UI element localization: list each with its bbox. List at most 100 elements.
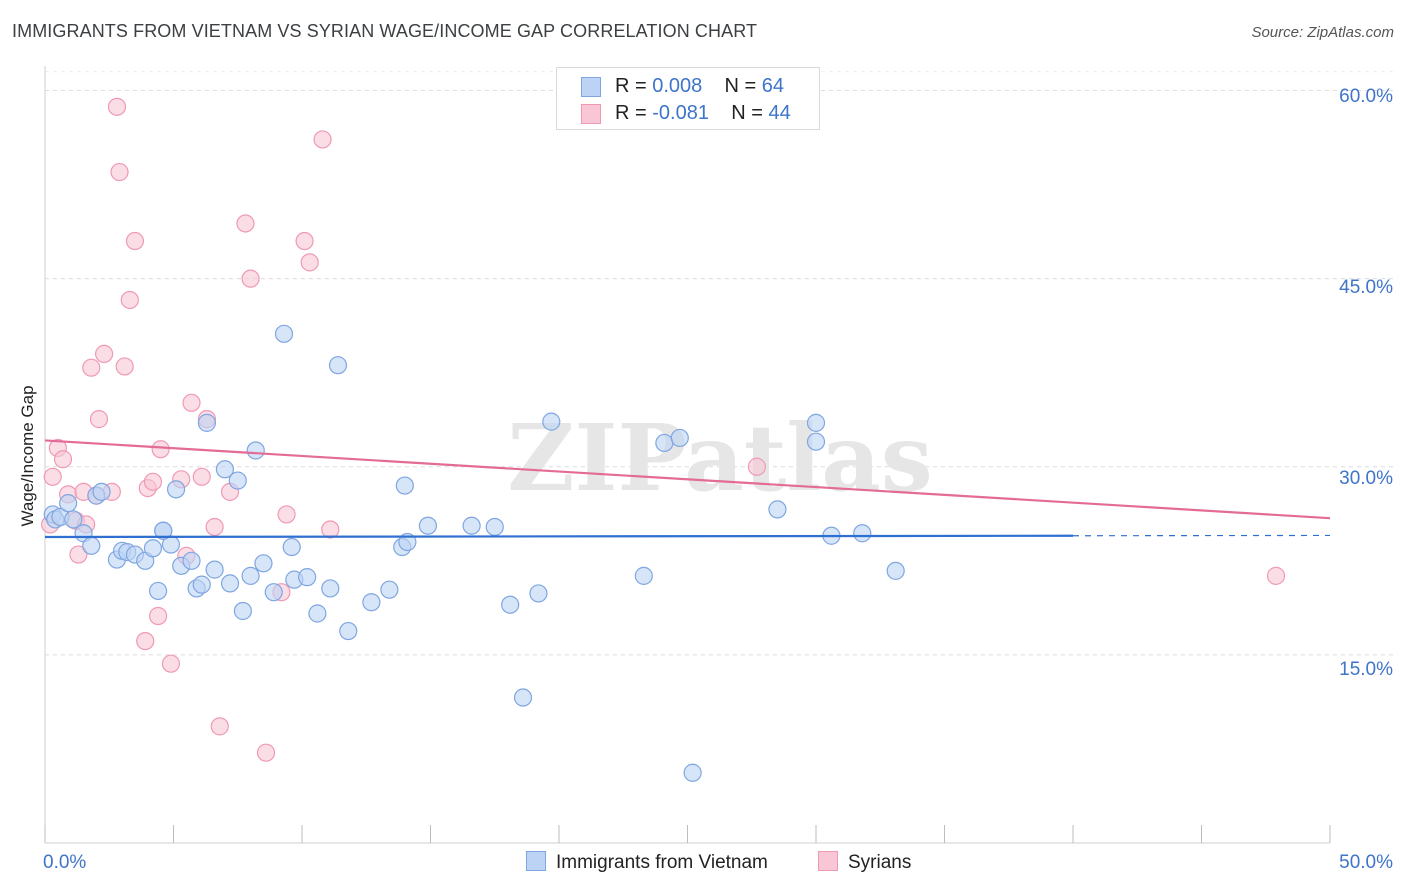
data-point	[747, 457, 766, 476]
data-point	[462, 516, 481, 535]
trend-line-syrians	[44, 439, 1331, 520]
data-point	[148, 581, 168, 601]
data-point	[228, 471, 247, 490]
data-point	[246, 441, 265, 460]
data-point	[182, 393, 201, 412]
data-point	[321, 520, 340, 539]
data-point	[148, 606, 168, 626]
data-point	[254, 554, 273, 573]
legend-swatch-pink	[581, 104, 601, 124]
data-point	[92, 482, 111, 501]
trend-line-vietnam	[44, 534, 1074, 539]
data-point	[220, 574, 240, 593]
data-point	[655, 433, 674, 453]
data-point	[256, 743, 276, 762]
data-point	[1266, 566, 1286, 585]
data-point	[205, 517, 224, 537]
legend-item-syrians[interactable]: Syrians	[818, 851, 911, 874]
data-point	[82, 358, 101, 377]
data-point	[300, 253, 319, 272]
data-point	[274, 324, 294, 343]
n-label: N =	[724, 75, 762, 97]
data-point	[295, 231, 314, 251]
data-point	[233, 601, 252, 621]
data-point	[120, 290, 139, 310]
data-point	[806, 413, 826, 432]
data-point	[166, 480, 186, 499]
data-point	[886, 561, 905, 580]
r-value: -0.081	[652, 102, 709, 124]
data-point	[542, 412, 561, 431]
data-point	[182, 551, 201, 570]
x-tick-label-min: 0.0%	[43, 852, 87, 873]
y-tick-label: 45.0%	[1339, 277, 1393, 298]
data-point	[313, 130, 332, 149]
data-point	[115, 357, 134, 376]
y-axis-label: Wage/Income Gap	[18, 385, 37, 527]
n-value: 64	[761, 75, 785, 97]
data-point	[418, 516, 438, 535]
data-point	[59, 494, 78, 513]
data-point	[398, 532, 417, 552]
r-value: 0.008	[652, 75, 703, 97]
series-vietnam-points	[43, 324, 905, 782]
data-point	[806, 432, 826, 451]
data-point	[362, 593, 381, 612]
data-point	[215, 460, 234, 479]
x-tick-label-max: 50.0%	[1339, 852, 1393, 873]
data-point	[125, 231, 145, 251]
data-point	[136, 631, 155, 651]
data-point	[110, 162, 129, 182]
data-point	[205, 560, 224, 579]
data-point	[380, 580, 399, 599]
n-value: 44	[768, 102, 791, 124]
data-point	[197, 413, 217, 432]
watermark: ZIPatlas	[507, 404, 932, 512]
data-point	[634, 566, 653, 585]
r-label: R =	[615, 102, 653, 124]
legend-label: Syrians	[848, 852, 912, 873]
data-point	[308, 604, 327, 623]
stats-legend: R = 0.008 N = 64 R = -0.081 N = 44	[556, 67, 820, 130]
data-point	[151, 440, 170, 459]
data-point	[321, 579, 340, 598]
data-point	[501, 595, 520, 614]
data-point	[529, 584, 548, 603]
y-tick-label: 15.0%	[1339, 659, 1393, 680]
data-point	[241, 566, 260, 585]
data-point	[192, 467, 211, 486]
data-point	[513, 688, 533, 707]
data-point	[82, 536, 101, 555]
data-point	[210, 717, 229, 736]
data-point	[89, 410, 109, 429]
data-point	[282, 537, 301, 557]
data-point	[107, 97, 127, 116]
data-point	[143, 472, 163, 491]
data-point	[236, 214, 255, 233]
data-point	[485, 517, 504, 537]
y-tick-label: 60.0%	[1339, 86, 1393, 107]
data-point	[339, 621, 358, 641]
data-point	[683, 763, 702, 782]
data-point	[143, 539, 163, 558]
data-point	[64, 510, 83, 529]
data-point	[395, 476, 414, 495]
data-point	[328, 356, 348, 375]
data-point	[161, 654, 181, 673]
legend-label: Immigrants from Vietnam	[556, 852, 768, 873]
data-point	[95, 344, 114, 364]
data-point	[298, 568, 317, 587]
r-label: R =	[615, 75, 653, 97]
data-point	[43, 467, 62, 486]
n-label: N =	[731, 102, 769, 124]
legend-swatch-pink	[818, 851, 838, 871]
data-point	[192, 575, 211, 594]
legend-swatch-blue	[526, 851, 546, 871]
data-point	[69, 545, 88, 564]
data-point	[277, 505, 296, 524]
data-point	[670, 428, 689, 448]
legend-item-vietnam[interactable]: Immigrants from Vietnam	[526, 851, 768, 874]
grid-lines	[45, 71, 1393, 656]
data-point	[154, 521, 173, 540]
